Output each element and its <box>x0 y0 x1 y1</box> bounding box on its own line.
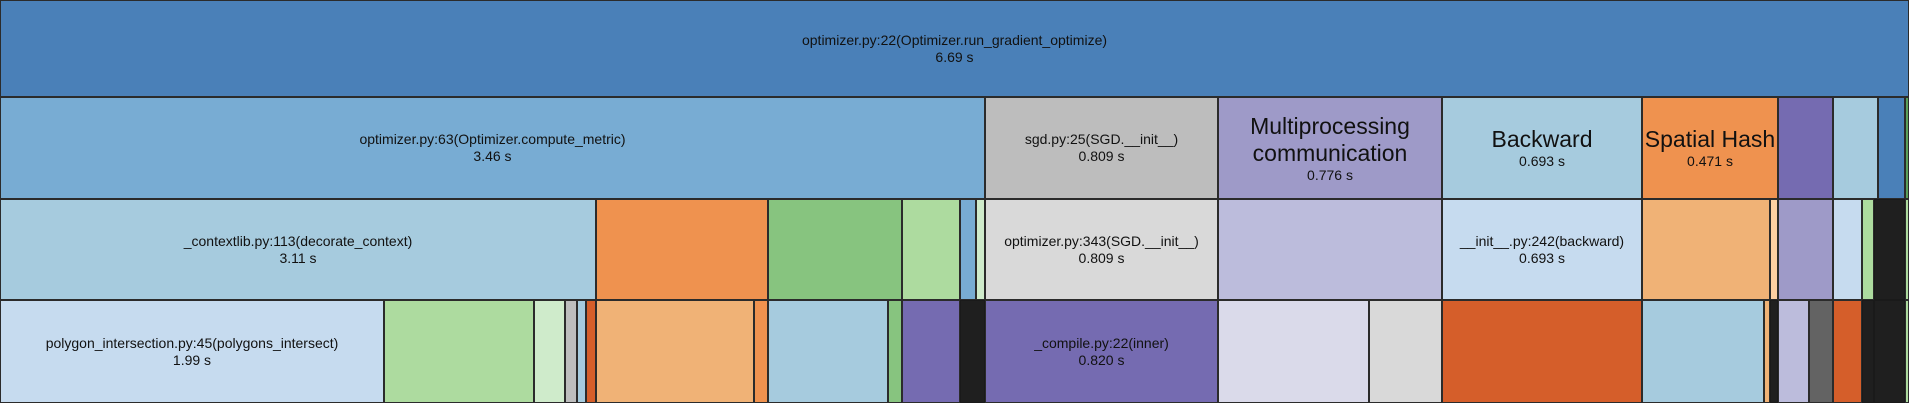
frame-label: _compile.py:22(inner) <box>1034 334 1169 351</box>
frame-label: sgd.py:25(SGD.__init__) <box>1024 131 1179 147</box>
flame-frame[interactable] <box>1778 97 1833 199</box>
flame-frame[interactable] <box>1874 300 1905 403</box>
flame-frame[interactable] <box>1770 300 1778 403</box>
flame-frame[interactable] <box>1778 199 1833 300</box>
flame-frame[interactable] <box>1833 199 1862 300</box>
flame-frame[interactable] <box>1905 300 1909 403</box>
flame-frame[interactable] <box>586 300 596 403</box>
frame-label: Spatial Hash <box>1644 126 1776 152</box>
flame-frame[interactable] <box>384 300 534 403</box>
flame-frame[interactable] <box>1862 199 1874 300</box>
flame-frame[interactable] <box>1642 300 1764 403</box>
flame-frame[interactable] <box>1874 199 1905 300</box>
flame-frame[interactable] <box>577 300 586 403</box>
flame-frame[interactable]: _contextlib.py:113(decorate_context) 3.11… <box>0 199 596 300</box>
frame-time: 0.820 s <box>1078 351 1125 368</box>
flame-frame[interactable] <box>960 199 976 300</box>
flame-frame[interactable] <box>1905 199 1909 300</box>
frame-label: __init__.py:242(backward) <box>1459 232 1625 249</box>
frame-time: 3.11 s <box>279 249 317 266</box>
flame-frame[interactable] <box>596 199 768 300</box>
frame-time: 3.46 s <box>473 148 512 164</box>
flame-frame[interactable] <box>1369 300 1442 403</box>
flame-frame[interactable] <box>1878 97 1905 199</box>
flame-frame[interactable] <box>1642 199 1770 300</box>
flame-frame[interactable] <box>1833 300 1862 403</box>
frame-label: optimizer.py:22(Optimizer.run_gradient_o… <box>801 31 1108 48</box>
flame-frame[interactable] <box>596 300 754 403</box>
flame-frame[interactable]: Backward 0.693 s <box>1442 97 1642 199</box>
frame-label: optimizer.py:63(Optimizer.compute_metric… <box>359 131 626 147</box>
flame-frame[interactable]: optimizer.py:22(Optimizer.run_gradient_o… <box>0 0 1909 97</box>
flame-frame[interactable] <box>888 300 902 403</box>
frame-time: 0.809 s <box>1078 249 1125 266</box>
frame-time: 1.99 s <box>172 351 212 368</box>
frame-time: 0.693 s <box>1519 249 1565 266</box>
flame-frame[interactable]: _compile.py:22(inner) 0.820 s <box>985 300 1218 403</box>
flame-frame[interactable]: polygon_intersection.py:45(polygons_inte… <box>0 300 384 403</box>
flame-frame[interactable] <box>976 199 985 300</box>
frame-time: 0.693 s <box>1519 153 1565 169</box>
flame-frame[interactable] <box>534 300 565 403</box>
flame-frame[interactable] <box>754 300 768 403</box>
frame-time: 0.776 s <box>1307 166 1353 183</box>
frame-label: Backward <box>1491 126 1593 152</box>
flame-frame[interactable]: optimizer.py:63(Optimizer.compute_metric… <box>0 97 985 199</box>
flame-frame[interactable] <box>565 300 577 403</box>
flame-frame[interactable]: Multiprocessing communication 0.776 s <box>1218 97 1442 199</box>
flame-frame[interactable]: optimizer.py:343(SGD.__init__) 0.809 s <box>985 199 1218 300</box>
flame-frame[interactable] <box>1770 199 1778 300</box>
flame-frame[interactable]: Spatial Hash 0.471 s <box>1642 97 1778 199</box>
frame-label: Multiprocessing communication <box>1250 112 1410 166</box>
frame-time: 6.69 s <box>935 48 974 65</box>
flame-frame[interactable] <box>902 300 960 403</box>
flame-frame[interactable]: sgd.py:25(SGD.__init__) 0.809 s <box>985 97 1218 199</box>
frame-label: _contextlib.py:113(decorate_context) <box>183 232 413 249</box>
flame-frame[interactable] <box>768 199 902 300</box>
frame-label: polygon_intersection.py:45(polygons_inte… <box>45 334 339 351</box>
flame-frame[interactable] <box>1905 97 1909 199</box>
flame-frame[interactable] <box>1833 97 1878 199</box>
frame-time: 0.809 s <box>1078 148 1125 164</box>
flame-frame[interactable] <box>768 300 888 403</box>
flame-frame[interactable]: __init__.py:242(backward) 0.693 s <box>1442 199 1642 300</box>
flame-frame[interactable] <box>1862 300 1874 403</box>
frame-label: optimizer.py:343(SGD.__init__) <box>1004 232 1199 249</box>
flame-frame[interactable] <box>1442 300 1642 403</box>
flame-frame[interactable] <box>1809 300 1833 403</box>
flame-frame[interactable] <box>902 199 960 300</box>
flame-frame[interactable] <box>1778 300 1809 403</box>
flame-frame[interactable] <box>960 300 985 403</box>
frame-time: 0.471 s <box>1687 153 1733 169</box>
flame-frame[interactable] <box>1218 300 1369 403</box>
flame-frame[interactable] <box>1218 199 1442 300</box>
